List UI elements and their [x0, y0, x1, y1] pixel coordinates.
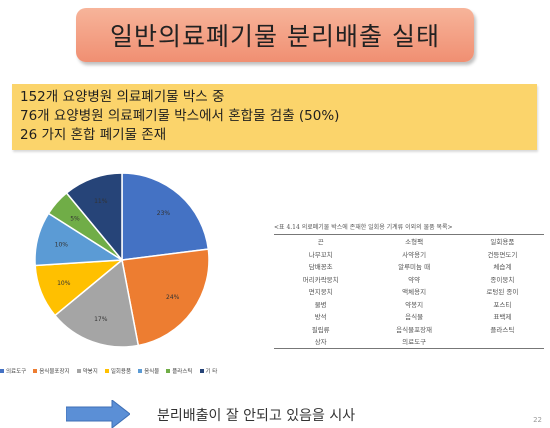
table-cell: 플라스틱: [490, 325, 515, 334]
legend-item: 의료도구: [0, 367, 26, 375]
table-cell: 약약: [408, 275, 421, 284]
table-cell: [460, 335, 544, 349]
summary-line: 152개 요양병원 의료폐기물 박스 중: [20, 89, 225, 105]
pie-chart: 23% 24% 17% 10% 10% 5% 11%: [34, 172, 210, 348]
table-cell: 사약용기: [402, 250, 427, 259]
table-row: 물병 약봉지 포스티: [274, 298, 544, 311]
waste-table: 끈 소형팩 일회용품 나무꼬치 사약용기 건등면도기 담배꽁초 알루미늄 때 체…: [274, 234, 544, 349]
table-row: 면지뭉치 액체용지 로텅된 종이: [274, 285, 544, 298]
table-cell: 상자: [274, 335, 368, 349]
chart-legend: 의료도구 음식물포장지 약봉지 일회용품 음식물 플라스틱 기 타: [0, 364, 262, 378]
pie-data-label: 24%: [166, 294, 180, 301]
pie-slice-2: [121, 248, 210, 347]
table-row: 필립류 음식물포장재 플라스틱: [274, 323, 544, 336]
table-cell: 끈: [274, 234, 368, 248]
pie-slice-1: [121, 172, 210, 261]
legend-label: 음식물: [144, 369, 160, 375]
legend-swatch: [166, 369, 171, 373]
table-cell: 의료도구: [367, 335, 461, 349]
table-cell: 알루미늄 때: [398, 263, 431, 272]
legend-item: 플라스틱: [166, 367, 193, 375]
legend-swatch: [138, 369, 143, 373]
table-cell: 건등면도기: [487, 250, 518, 259]
table-cell: 일회용품: [460, 234, 544, 248]
pie-data-label: 5%: [70, 216, 80, 223]
slide-title: 일반의료폐기물 분리배출 실태: [76, 8, 474, 62]
summary-line: 76개 요양병원 의료폐기물 박스에서 혼합물 검출 (50%): [20, 108, 340, 124]
legend-item: 음식물포장지: [33, 367, 70, 375]
summary-box: 152개 요양병원 의료폐기물 박스 중 76개 요양병원 의료폐기물 박스에서…: [12, 84, 537, 150]
pie-data-label: 17%: [94, 316, 108, 323]
legend-item: 기 타: [199, 367, 218, 375]
table-cell: 음식물: [405, 313, 424, 322]
page-number: 22: [533, 416, 542, 424]
conclusion-text: 분리배출이 잘 안되고 있음을 시사: [157, 408, 356, 424]
legend-item: 약봉지: [76, 367, 98, 375]
table-cell: 면지뭉치: [308, 288, 333, 297]
legend-swatch: [76, 369, 81, 373]
table-row: 끈 소형팩 일회용품: [274, 234, 544, 248]
table-row: 상자 의료도구: [274, 335, 544, 349]
table-cell: 표백제: [493, 313, 512, 322]
legend-item: 음식물: [138, 367, 159, 375]
legend-swatch: [33, 369, 38, 373]
legend-swatch: [0, 369, 4, 373]
table-cell: 포스티: [493, 300, 512, 309]
legend-label: 음식물포장지: [39, 369, 70, 375]
table-caption: <표 4.14 의료폐기물 박스에 존재한 일회용 기계류 이외의 물품 목록>: [274, 224, 453, 231]
table-cell: 나무꼬치: [308, 250, 333, 259]
pie-data-label: 23%: [157, 210, 171, 217]
legend-item: 일회용품: [104, 367, 132, 375]
table-cell: 담배꽁초: [308, 263, 333, 272]
table-cell: 체습계: [493, 263, 512, 272]
table-cell: 물병: [314, 300, 327, 309]
table-cell: 약봉지: [405, 300, 424, 309]
table-cell: 머리카락뭉치: [302, 275, 339, 284]
pie-data-label: 10%: [55, 241, 69, 248]
legend-label: 기 타: [205, 369, 218, 375]
legend-label: 플라스틱: [172, 369, 193, 375]
legend-swatch: [199, 369, 204, 373]
pie-slice-7: [65, 172, 123, 263]
table-cell: 로텅된 종이: [486, 288, 519, 297]
table-cell: 종이뭉치: [490, 275, 515, 284]
summary-line: 26 가지 혼합 폐기물 존재: [20, 127, 167, 143]
table-cell: 필립류: [311, 325, 330, 334]
table-row: 머리카락뭉치 약약 종이뭉치: [274, 273, 544, 286]
legend-label: 약봉지: [82, 369, 98, 375]
slide-title-text: 일반의료폐기물 분리배출 실태: [110, 22, 440, 51]
table-row: 담배꽁초 알루미늄 때 체습계: [274, 260, 544, 273]
legend-swatch: [104, 369, 109, 373]
table-cell: 액체용지: [402, 288, 427, 297]
pie-slice-3: [53, 258, 140, 348]
table-row: 나무꼬치 사약용기 건등면도기: [274, 248, 544, 261]
table-row: 방석 음식물 표백제: [274, 310, 544, 323]
table-cell: 소형팩: [367, 234, 461, 248]
right-arrow-icon: [66, 400, 130, 428]
table-cell: 방석: [314, 313, 327, 322]
pie-data-label: 10%: [57, 280, 71, 287]
legend-label: 의료도구: [6, 369, 27, 375]
waste-item-table: <표 4.14 의료폐기물 박스에 존재한 일회용 기계류 이외의 물품 목록>…: [274, 222, 544, 360]
table-cell: 음식물포장재: [396, 325, 433, 334]
legend-label: 일회용품: [110, 369, 132, 375]
pie-data-label: 11%: [94, 198, 108, 205]
